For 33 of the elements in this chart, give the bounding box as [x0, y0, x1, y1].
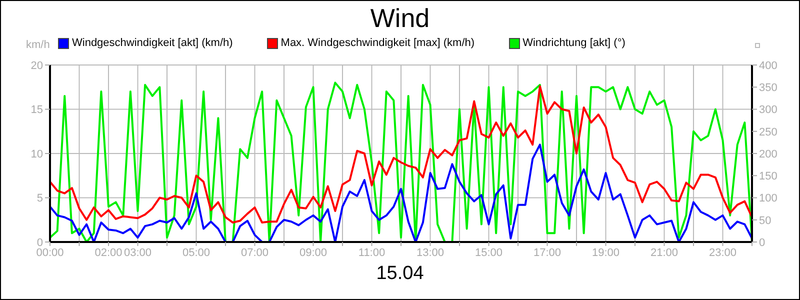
y2-tick-label: 150 [759, 170, 778, 183]
y2-tick-label: 300 [759, 104, 778, 116]
x-tick-label: 07:00 [240, 246, 269, 259]
x-tick-label: 23:00 [708, 246, 737, 259]
y2-tick-label: 250 [759, 126, 778, 138]
y-axis-title: km/h [26, 39, 50, 51]
y2-tick-label: 100 [759, 192, 778, 205]
y2-tick-label: 200 [759, 148, 778, 160]
legend-label: Windrichtung [akt] (°) [522, 37, 626, 49]
x-tick-label: 00:00 [36, 246, 64, 259]
legend-label: Max. Windgeschwindigkeit [max] (km/h) [280, 37, 475, 49]
x-tick-label: 11:00 [358, 246, 386, 259]
y2-tick-label: 0 [759, 236, 766, 249]
x-tick-label: 02:00 [94, 246, 122, 259]
y-tick-label: 5 [36, 192, 43, 205]
y-tick-label: 15 [30, 104, 43, 116]
legend-label: Windgeschwindigkeit [akt] (km/h) [72, 37, 233, 49]
y-tick-label: 20 [30, 60, 43, 72]
x-tick-label: 13:00 [416, 246, 444, 259]
y2-tick-label: 50 [759, 214, 772, 227]
x-tick-label: 19:00 [592, 246, 620, 259]
x-axis-title: 15.04 [375, 263, 425, 285]
x-tick-label: 05:00 [182, 246, 210, 259]
x-tick-label: 15:00 [474, 246, 503, 259]
x-tick-label: 09:00 [299, 246, 328, 259]
y2-tick-label: 350 [759, 82, 778, 94]
y-tick-label: 0 [36, 236, 43, 249]
x-tick-label: 17:00 [533, 246, 562, 259]
x-tick-label: 03:00 [124, 246, 152, 259]
y-tick-label: 10 [30, 148, 43, 160]
chart-title: Wind [369, 3, 431, 34]
y2-tick-label: 400 [759, 60, 778, 72]
x-tick-label: 21:00 [650, 246, 678, 259]
